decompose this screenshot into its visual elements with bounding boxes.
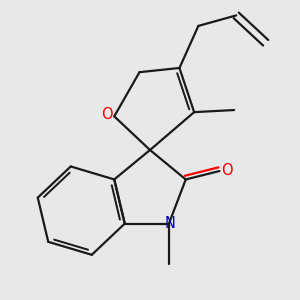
Text: O: O xyxy=(221,163,232,178)
Text: O: O xyxy=(101,107,112,122)
Text: N: N xyxy=(164,216,175,231)
